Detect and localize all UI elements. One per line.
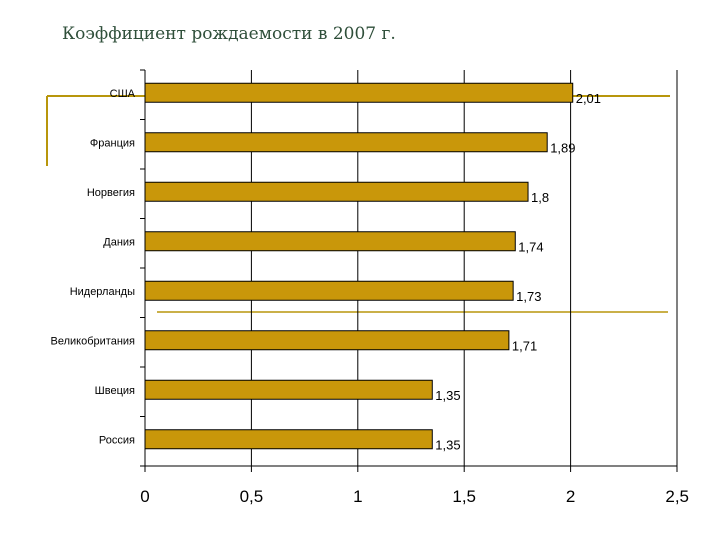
category-label: США: [110, 88, 136, 100]
value-label: 1,73: [516, 289, 541, 304]
axes: [140, 69, 678, 472]
gridlines: [250, 70, 678, 466]
bar: [144, 280, 514, 301]
value-label: 1,35: [435, 437, 460, 452]
chart-title: Коэффициент рождаемости в 2007 г.: [62, 24, 396, 44]
value-label: 1,8: [531, 190, 549, 205]
x-tick-label: 1: [353, 487, 362, 506]
labels: 2,01 США 1,89 Франция 1,8 Норвегия 1,74 Дания 1,…: [51, 88, 689, 506]
x-tick-label: 0,5: [240, 487, 264, 506]
bars: [144, 82, 574, 450]
category-label: Франция: [90, 137, 135, 149]
category-label: Россия: [99, 434, 135, 446]
value-label: 1,74: [518, 239, 543, 254]
decorative-lines: [46, 95, 670, 313]
x-tick-label: 2,5: [665, 487, 689, 506]
value-label: 1,71: [512, 338, 537, 353]
value-label: 2,01: [576, 91, 601, 106]
bar: [144, 429, 433, 450]
x-tick-label: 1,5: [452, 487, 476, 506]
category-label: Нидерланды: [70, 286, 135, 298]
category-label: Великобритания: [51, 335, 136, 347]
category-label: Швеция: [95, 385, 135, 397]
bar: [144, 132, 548, 153]
value-label: 1,89: [550, 140, 575, 155]
x-tick-label: 2: [566, 487, 575, 506]
x-tick-label: 0: [140, 487, 149, 506]
bar: [144, 181, 529, 202]
bar: [144, 82, 574, 103]
bar: [144, 330, 510, 351]
bar: [144, 231, 516, 252]
category-label: Дания: [103, 236, 135, 248]
category-label: Норвегия: [87, 187, 135, 199]
bar: [144, 379, 433, 400]
value-label: 1,35: [435, 388, 460, 403]
